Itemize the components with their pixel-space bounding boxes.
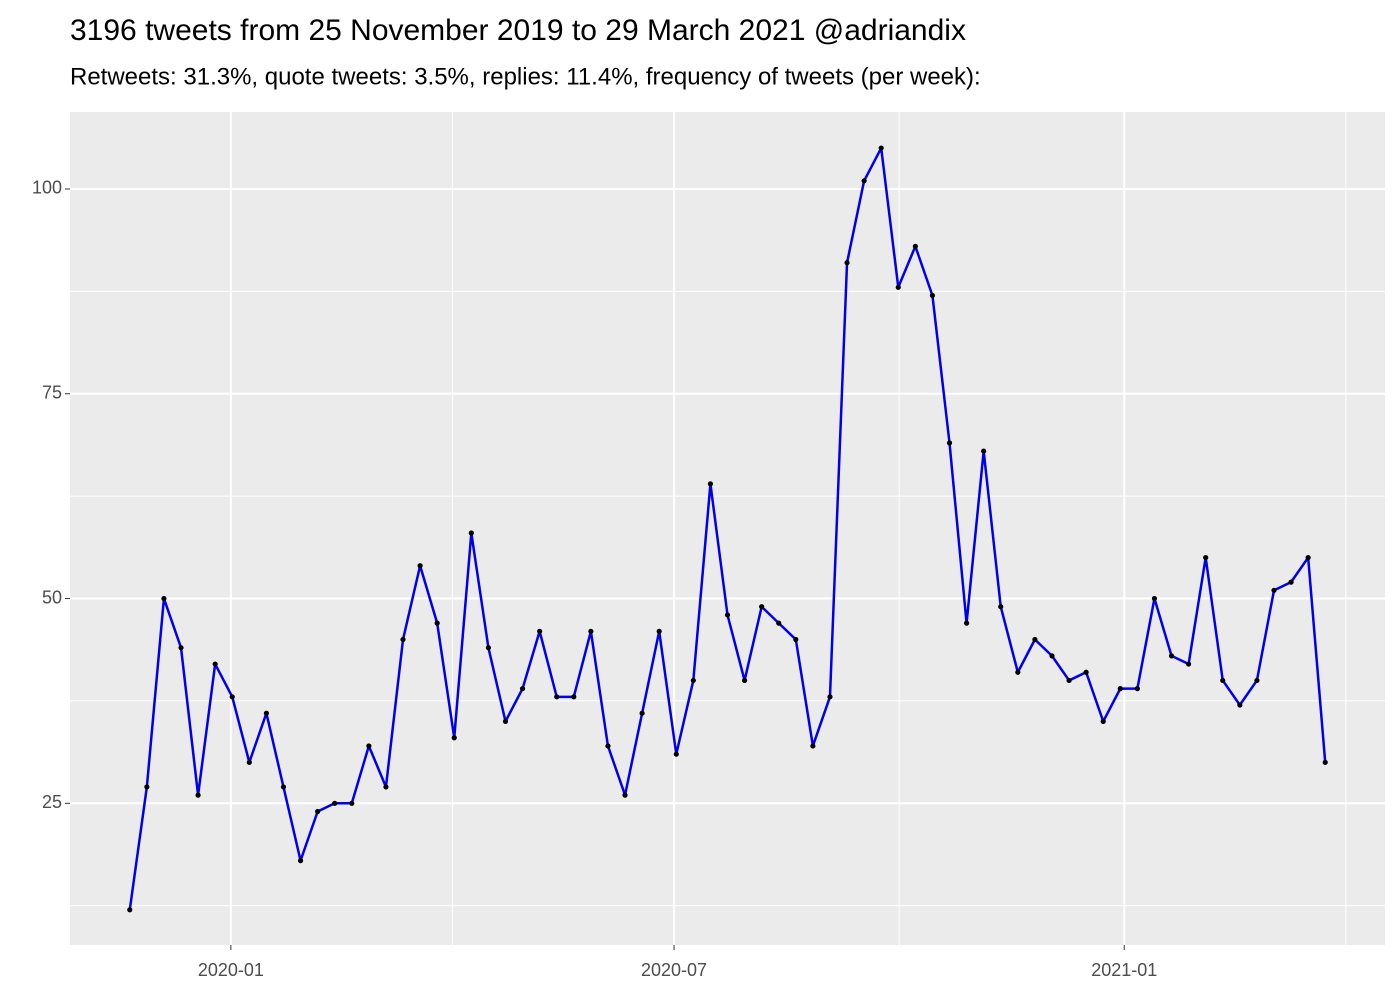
y-tick-label: 100	[32, 178, 62, 198]
data-point	[1134, 686, 1140, 692]
data-point	[1237, 702, 1243, 708]
x-tick-label: 2021-01	[1091, 960, 1157, 980]
data-point	[1083, 669, 1089, 675]
data-point	[127, 907, 133, 913]
data-point	[929, 292, 936, 299]
data-point	[502, 718, 509, 724]
data-point	[161, 595, 167, 602]
data-point	[724, 612, 731, 618]
data-point	[229, 694, 235, 700]
data-point	[1151, 595, 1158, 602]
data-point	[639, 710, 645, 716]
data-point	[1220, 677, 1226, 684]
data-point	[366, 743, 372, 749]
data-point	[315, 808, 321, 815]
y-tick-label: 25	[42, 792, 62, 812]
data-point	[485, 645, 492, 651]
data-point	[1168, 653, 1175, 659]
data-point	[1271, 587, 1277, 593]
data-point	[554, 694, 560, 700]
data-point	[400, 636, 406, 643]
data-point	[178, 645, 184, 651]
data-point	[280, 784, 287, 790]
data-point	[1066, 677, 1072, 684]
data-point	[571, 694, 577, 700]
y-tick-label: 50	[42, 587, 62, 607]
data-point	[144, 784, 150, 790]
data-point	[451, 735, 457, 741]
data-point	[946, 440, 953, 446]
data-point	[673, 751, 679, 757]
panel	[70, 112, 1385, 945]
data-point	[1203, 554, 1209, 561]
data-point	[963, 620, 970, 626]
data-point	[998, 604, 1004, 610]
data-point	[1049, 653, 1055, 659]
data-point	[434, 620, 440, 626]
data-point	[297, 858, 304, 864]
data-point	[332, 800, 338, 806]
chart-title: 3196 tweets from 25 November 2019 to 29 …	[70, 14, 966, 47]
data-point	[759, 604, 765, 610]
data-point	[844, 260, 850, 266]
data-point	[349, 800, 355, 806]
data-point	[895, 284, 901, 290]
data-point	[1117, 686, 1123, 692]
data-point	[707, 481, 714, 487]
data-point	[793, 636, 799, 643]
data-point	[383, 784, 389, 790]
data-point	[1322, 759, 1328, 765]
data-point	[741, 677, 748, 684]
data-point	[1032, 636, 1038, 643]
data-point	[690, 677, 696, 684]
data-point	[588, 628, 594, 634]
data-point	[417, 563, 423, 569]
data-point	[810, 743, 816, 749]
data-point	[246, 759, 252, 765]
data-point	[519, 686, 526, 692]
data-point	[878, 145, 884, 151]
data-point	[861, 178, 867, 184]
data-point	[622, 792, 628, 798]
x-tick-label: 2020-01	[198, 960, 264, 980]
data-point	[1254, 677, 1260, 684]
data-point	[1015, 669, 1021, 675]
data-point	[1186, 661, 1192, 667]
chart-subtitle: Retweets: 31.3%, quote tweets: 3.5%, rep…	[70, 63, 981, 90]
data-point	[656, 628, 662, 634]
data-point	[468, 530, 474, 536]
data-point	[1305, 554, 1311, 561]
data-point	[537, 628, 543, 634]
x-tick-label: 2020-07	[641, 960, 707, 980]
data-point	[981, 448, 987, 454]
y-tick-label: 75	[42, 383, 62, 403]
data-point	[212, 661, 218, 667]
data-point	[263, 710, 269, 716]
data-point	[827, 694, 833, 700]
data-point	[1100, 718, 1106, 724]
data-point	[1288, 579, 1294, 585]
data-point	[912, 243, 918, 249]
data-point	[776, 620, 782, 626]
data-point	[195, 792, 201, 798]
data-point	[605, 743, 611, 749]
